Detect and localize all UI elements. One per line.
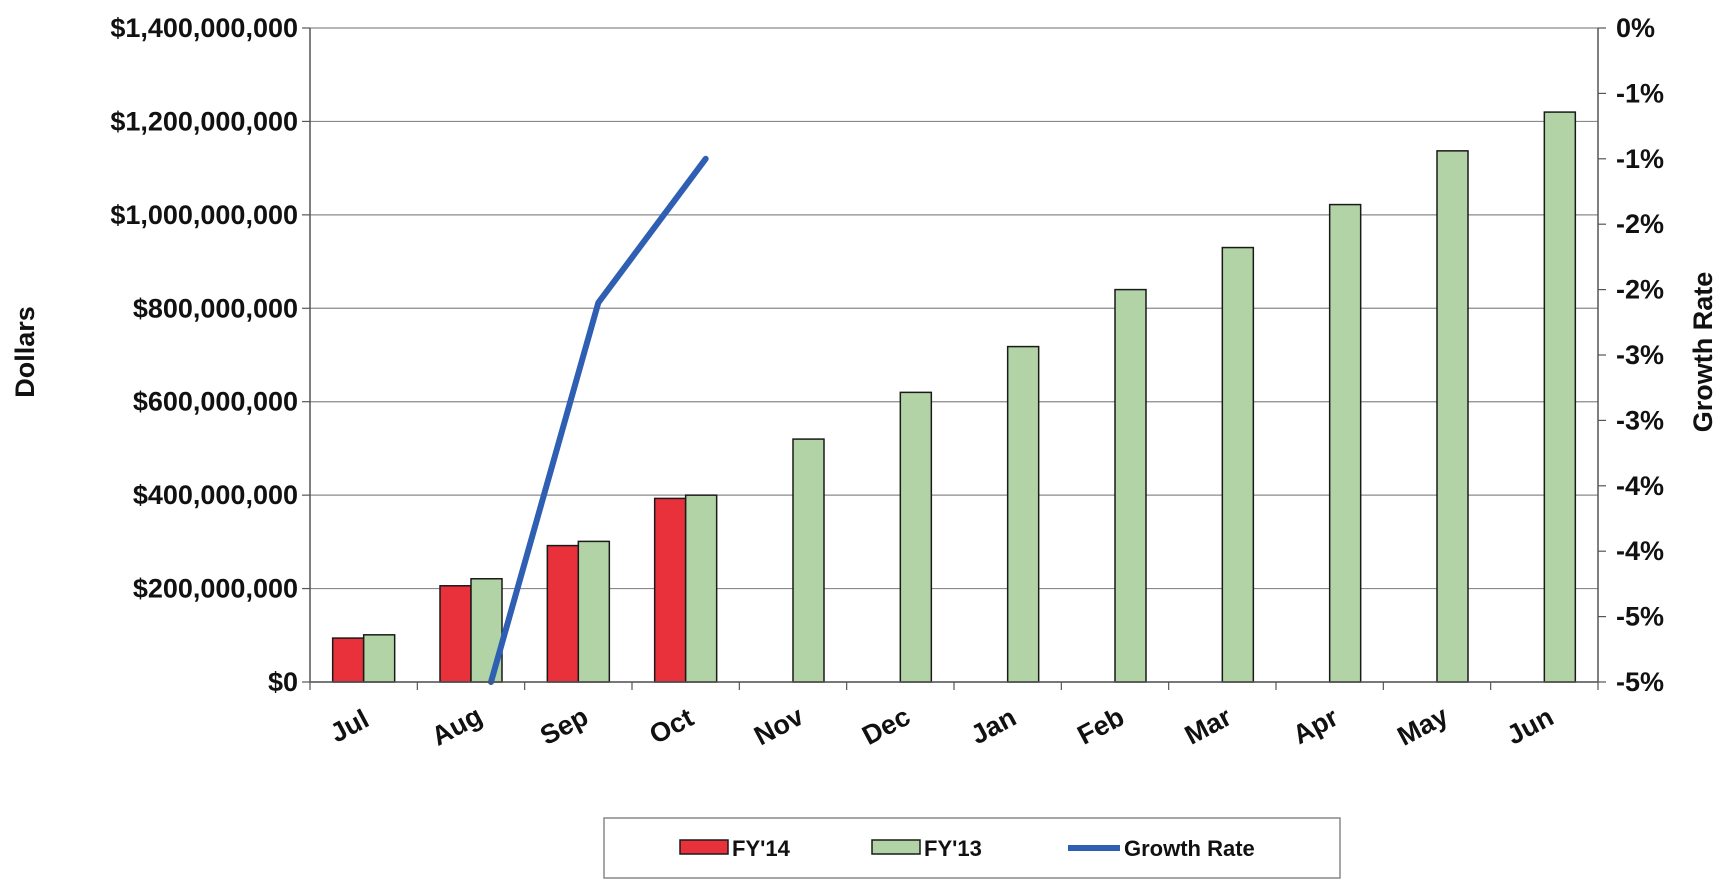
x-tick-label: Jan [966, 702, 1021, 750]
bars [331, 111, 1577, 683]
bar [684, 494, 718, 683]
y2-tick-label: -3% [1616, 340, 1664, 370]
y-axis-title: Dollars [10, 306, 40, 398]
bar [792, 438, 825, 683]
y2-tick-label: -2% [1616, 209, 1664, 239]
legend-label: FY'13 [924, 836, 982, 861]
bar [439, 585, 472, 683]
x-tick-label: Dec [857, 701, 915, 751]
left-axis-ticks: $0 $200,000,000 $400,000,000 $600,000,000 $8… [110, 13, 310, 697]
y2-tick-label: -2% [1616, 275, 1664, 305]
y2-tick-label: -5% [1616, 602, 1664, 632]
bar [331, 637, 365, 683]
bar [1221, 246, 1255, 683]
x-tick-label: Jun [1502, 702, 1558, 751]
y-tick-label: $1,400,000,000 [110, 13, 298, 43]
bar [577, 540, 611, 683]
x-tick-label: Sep [535, 701, 593, 751]
growth-line-layer [488, 155, 709, 685]
x-tick-label: Aug [427, 700, 487, 751]
x-tick-label: Nov [749, 701, 808, 751]
x-tick-label: May [1393, 700, 1453, 751]
axes [309, 28, 1599, 690]
y2-axis-title: Growth Rate [1688, 272, 1718, 433]
y-tick-label: $400,000,000 [133, 480, 298, 510]
bar [1436, 150, 1469, 683]
y2-tick-label: -3% [1616, 405, 1664, 435]
y-tick-label: $1,200,000,000 [110, 106, 298, 136]
x-tick-label: Mar [1180, 701, 1237, 750]
y2-tick-label: -4% [1616, 471, 1664, 501]
right-axis-ticks: -5% -5% -4% -4% -3% -3% -2% -2% -1% -1% 0% [1598, 13, 1664, 697]
bar [362, 634, 396, 683]
y2-tick-label: -4% [1616, 536, 1664, 566]
bar [1114, 288, 1147, 683]
category-labels: Jul Aug Sep Oct Nov Dec Jan Feb Mar Apr May Jun [325, 700, 1558, 751]
y-tick-label: $200,000,000 [133, 574, 298, 604]
y-tick-label: $600,000,000 [133, 387, 298, 417]
growth-rate-line [488, 155, 709, 685]
y2-tick-label: 0% [1616, 13, 1655, 43]
legend-swatch [679, 839, 729, 855]
x-tick-label: Oct [645, 702, 699, 750]
x-tick-label: Feb [1073, 702, 1129, 751]
legend-label: FY'14 [732, 836, 791, 861]
y2-tick-label: -1% [1616, 144, 1664, 174]
bar [899, 391, 933, 683]
bar [653, 497, 687, 683]
y-tick-label: $800,000,000 [133, 293, 298, 323]
x-tick-label: Apr [1288, 702, 1344, 751]
y-tick-label: $1,000,000,000 [110, 200, 298, 230]
bar [546, 544, 580, 683]
y2-tick-label: -1% [1616, 78, 1664, 108]
gridlines [310, 27, 1598, 683]
bar [1006, 345, 1040, 683]
bar [1543, 111, 1577, 683]
x-tick-label: Jul [325, 704, 374, 749]
bar [1328, 203, 1362, 683]
legend: FY'14 FY'13 Growth Rate [603, 817, 1341, 879]
y-tick-label: $0 [268, 667, 298, 697]
legend-label: Growth Rate [1124, 836, 1255, 861]
y2-tick-label: -5% [1616, 667, 1664, 697]
legend-swatch [871, 839, 921, 855]
